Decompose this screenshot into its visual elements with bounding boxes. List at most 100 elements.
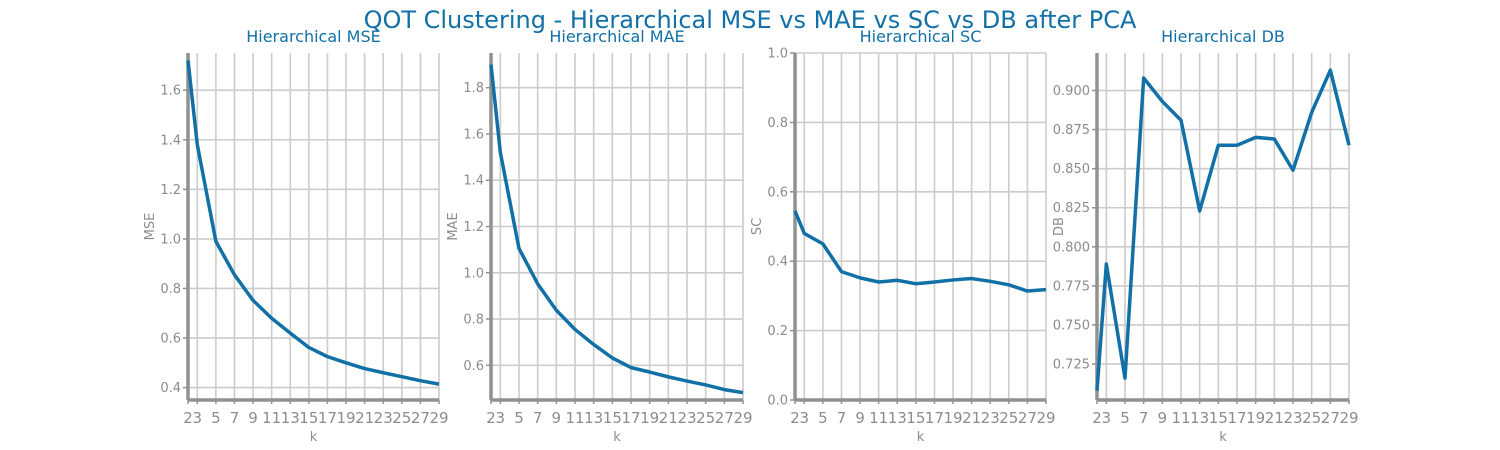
- y-axis-label: DB: [1052, 217, 1067, 236]
- y-tick-label: 0.875: [1053, 123, 1090, 138]
- y-tick-label: 1.0: [160, 232, 181, 247]
- y-tick-label: 1.0: [463, 266, 484, 281]
- x-tick-label: 2: [1092, 409, 1102, 427]
- x-tick-label: 9: [855, 409, 865, 427]
- x-tick-label: 13: [584, 409, 603, 427]
- x-tick-label: 11: [869, 409, 888, 427]
- x-tick-label: 21: [1265, 409, 1284, 427]
- y-tick-label: 1.6: [160, 84, 181, 99]
- x-tick-label: 17: [1227, 409, 1246, 427]
- chart-panels: 0.40.60.81.01.21.41.62 3 5 7 9 11 13 15 17 19 21 23…: [143, 27, 1359, 445]
- x-tick-label: 5: [818, 409, 828, 427]
- y-tick-label: 0.8: [767, 116, 788, 131]
- x-tick-label: 11: [565, 409, 584, 427]
- x-tick-label: 7: [1139, 409, 1149, 427]
- x-tick-label: 15: [299, 409, 318, 427]
- x-tick-label: 19: [640, 409, 659, 427]
- x-tick-label: 11: [1171, 409, 1190, 427]
- x-tick-label: 19: [336, 409, 355, 427]
- y-axis-label: MSE: [143, 213, 158, 241]
- x-tick-label: 5: [514, 409, 524, 427]
- x-tick-label: 2: [486, 409, 496, 427]
- x-tick-label: 27: [1018, 409, 1037, 427]
- y-axis-label: MAE: [446, 212, 461, 240]
- x-tick-label: 29: [733, 409, 752, 427]
- x-tick-label: 15: [1209, 409, 1228, 427]
- panel-title: Hierarchical MSE: [246, 27, 381, 46]
- x-tick-label: 17: [621, 409, 640, 427]
- panel-title: Hierarchical MAE: [549, 27, 684, 46]
- x-tick-label: 19: [943, 409, 962, 427]
- x-axis-label: k: [1219, 430, 1227, 445]
- x-tick-label: 7: [533, 409, 543, 427]
- x-tick-label: 23: [677, 409, 696, 427]
- x-tick-label: 23: [374, 409, 393, 427]
- panel-title: Hierarchical SC: [860, 27, 982, 46]
- x-tick-label: 2: [183, 409, 193, 427]
- y-tick-label: 0.775: [1053, 279, 1090, 294]
- x-tick-label: 27: [715, 409, 734, 427]
- x-tick-label: 11: [262, 409, 281, 427]
- y-tick-label: 0.4: [767, 255, 788, 270]
- x-tick-label: 9: [552, 409, 562, 427]
- x-tick-label: 13: [888, 409, 907, 427]
- x-tick-label: 7: [837, 409, 847, 427]
- chart-panel-mse: 0.40.60.81.01.21.41.62 3 5 7 9 11 13 15 17 19 21 23…: [143, 27, 449, 445]
- x-tick-label: 27: [411, 409, 430, 427]
- y-tick-label: 0.6: [767, 185, 788, 200]
- x-tick-label: 21: [962, 409, 981, 427]
- x-tick-label: 5: [1120, 409, 1130, 427]
- y-tick-label: 1.4: [463, 174, 484, 189]
- y-tick-label: 0.800: [1053, 240, 1090, 255]
- x-axis-label: k: [310, 430, 318, 445]
- figure-title: QOT Clustering - Hierarchical MSE vs MAE…: [364, 6, 1137, 34]
- y-tick-label: 1.6: [463, 127, 484, 142]
- x-tick-label: 17: [925, 409, 944, 427]
- y-tick-label: 1.2: [463, 220, 484, 235]
- series-line-db: [1095, 68, 1351, 391]
- x-tick-label: 19: [1246, 409, 1265, 427]
- y-tick-label: 0.825: [1053, 201, 1090, 216]
- y-tick-label: 1.2: [160, 183, 181, 198]
- x-tick-label: 27: [1321, 409, 1340, 427]
- y-tick-label: 1.8: [463, 81, 484, 96]
- y-tick-label: 0.2: [767, 324, 788, 339]
- x-tick-label: 2: [790, 409, 800, 427]
- x-tick-label: 3: [1102, 409, 1112, 427]
- y-tick-label: 0.750: [1053, 318, 1090, 333]
- x-tick-label: 25: [696, 409, 715, 427]
- x-tick-label: 23: [1283, 409, 1302, 427]
- chart-panel-sc: 0.00.20.40.60.81.02 3 5 7 9 11 13 15 17 19 21 23 25 2…: [750, 27, 1056, 445]
- x-tick-label: 3: [193, 409, 203, 427]
- x-axis-label: k: [917, 430, 925, 445]
- x-tick-label: 29: [1036, 409, 1055, 427]
- x-tick-label: 23: [981, 409, 1000, 427]
- y-tick-label: 0.0: [767, 394, 788, 409]
- y-tick-label: 0.900: [1053, 84, 1090, 99]
- series-line-mae: [489, 64, 744, 395]
- x-tick-label: 3: [800, 409, 810, 427]
- y-tick-label: 1.4: [160, 133, 181, 148]
- x-tick-label: 17: [318, 409, 337, 427]
- x-tick-label: 7: [230, 409, 240, 427]
- x-tick-label: 9: [248, 409, 258, 427]
- chart-panel-mae: 0.60.81.01.21.41.61.82 3 5 7 9 11 13 15 17 19 21 23…: [446, 27, 753, 445]
- y-tick-label: 0.6: [463, 359, 484, 374]
- x-tick-label: 15: [906, 409, 925, 427]
- x-tick-label: 29: [429, 409, 448, 427]
- x-tick-label: 13: [281, 409, 300, 427]
- x-tick-label: 13: [1190, 409, 1209, 427]
- x-tick-label: 29: [1339, 409, 1358, 427]
- chart-panel-db: 0.725 0.750 0.775 0.800 0.825 0.850 0.875 0.900…: [1052, 27, 1359, 445]
- x-tick-label: 5: [211, 409, 221, 427]
- x-tick-label: 25: [999, 409, 1018, 427]
- x-tick-label: 25: [392, 409, 411, 427]
- x-tick-label: 21: [659, 409, 678, 427]
- y-axis-label: SC: [750, 218, 765, 235]
- series-line-sc: [793, 210, 1047, 293]
- y-tick-label: 0.6: [160, 332, 181, 347]
- panel-title: Hierarchical DB: [1161, 27, 1285, 46]
- y-tick-label: 0.8: [160, 282, 181, 297]
- x-tick-label: 9: [1158, 409, 1168, 427]
